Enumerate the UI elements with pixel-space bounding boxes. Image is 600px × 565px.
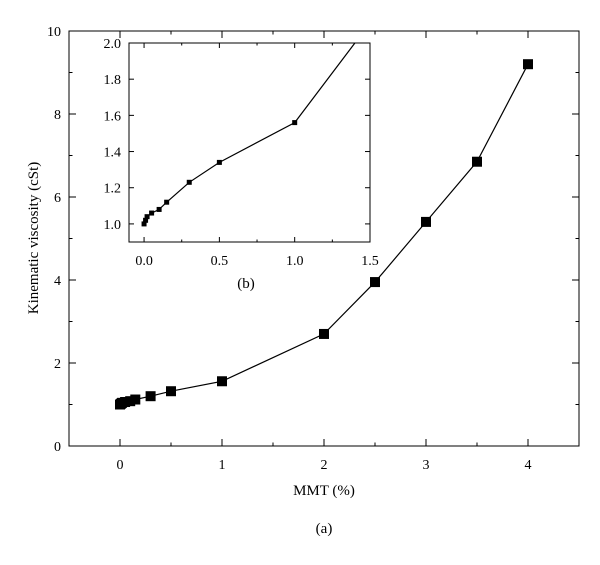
main-y-tick-label: 4 [54,274,61,289]
inset-y-tick-label: 1.2 [104,182,122,197]
main-data-point [166,386,176,397]
main-chart: 0 2 4 6 8 10 0 1 2 3 4 MMT (%) Kinematic viscosit… [26,25,580,537]
inset-y-axis: 1.0 1.2 1.4 1.6 1.8 2.0 [104,37,370,233]
inset-data-point [149,210,155,216]
main-data-point [319,328,329,339]
main-x-tick-label: 1 [219,458,226,473]
main-data-point [125,396,136,407]
inset-data-point [292,120,298,126]
main-x-tick-label: 0 [117,458,124,473]
main-data-point [523,59,533,70]
inset-chart: 1.0 1.2 1.4 1.6 1.8 2.0 0.0 0.5 1.0 1.5 (b) [104,37,379,292]
main-y-tick-label: 10 [47,25,61,40]
inset-data-point [186,179,192,185]
inset-x-tick-label: 1.5 [361,254,379,269]
main-data-point [421,216,431,227]
inset-data-point [164,199,170,205]
main-data-point [217,376,227,387]
inset-series-line [143,42,356,225]
inset-y-tick-label: 1.4 [104,146,122,161]
main-y-axis-title: Kinematic viscosity (cSt) [26,162,42,314]
main-x-axis-title: MMT (%) [293,483,355,499]
main-data-point [130,394,141,405]
main-data-point [120,397,131,408]
main-x-axis: 0 1 2 3 4 [117,31,532,473]
inset-x-tick-label: 0.0 [135,254,153,269]
main-x-tick-label: 2 [321,458,328,473]
inset-x-axis: 0.0 0.5 1.0 1.5 [135,43,379,269]
main-y-tick-label: 6 [54,191,61,206]
main-series [115,59,533,410]
main-data-point [145,391,156,402]
inset-y-tick-label: 1.6 [104,109,122,124]
inset-caption: (b) [237,276,255,292]
inset-data-point [156,206,162,212]
main-series-line [119,63,529,405]
inset-data-point [141,221,147,227]
inset-y-tick-label: 1.8 [104,73,122,88]
main-y-tick-label: 8 [54,108,61,123]
main-data-point [472,156,482,167]
main-x-tick-label: 3 [423,458,430,473]
main-y-axis: 0 2 4 6 8 10 [47,25,579,455]
inset-x-tick-label: 0.5 [211,254,229,269]
inset-data-point [144,214,150,220]
main-plot-frame [68,30,580,447]
inset-data-point [143,217,149,223]
inset-series [141,42,356,227]
main-y-tick-label: 2 [54,357,61,372]
main-y-tick-label: 0 [54,440,61,455]
inset-plot-frame [128,42,371,243]
inset-data-point [216,159,222,165]
main-data-point [370,277,380,288]
main-x-tick-label: 4 [525,458,532,473]
main-caption: (a) [316,521,333,537]
inset-y-tick-label: 2.0 [104,37,122,52]
inset-x-tick-label: 1.0 [286,254,304,269]
inset-y-tick-label: 1.0 [104,218,122,233]
